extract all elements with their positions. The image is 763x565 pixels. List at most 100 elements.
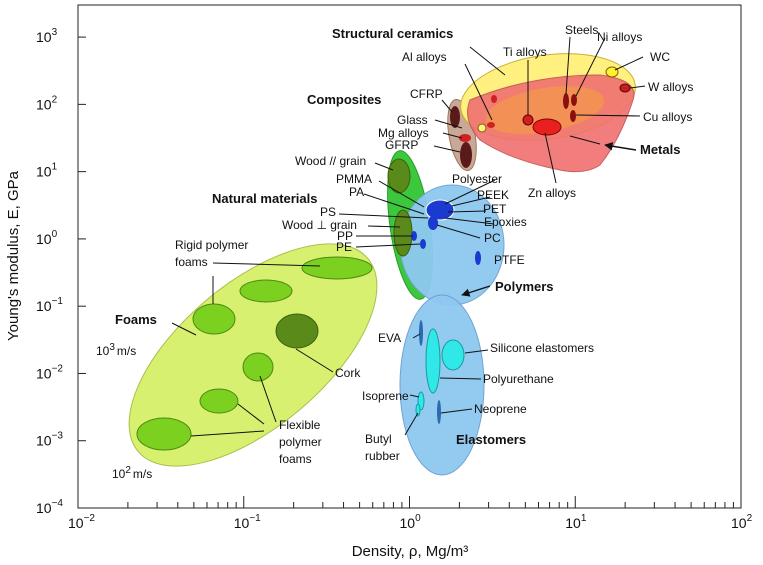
x-tick-label: 100 bbox=[400, 513, 422, 531]
y-tick-label: 101 bbox=[36, 162, 58, 180]
label-butyl: Butyl bbox=[365, 432, 392, 446]
x-ticks: 10−2 10−1 100 101 102 bbox=[68, 496, 753, 531]
label-metals: Metals bbox=[640, 142, 680, 157]
label-gfrp: GFRP bbox=[385, 138, 418, 152]
label-peek: PEEK bbox=[477, 188, 509, 202]
label-pe: PE bbox=[336, 240, 352, 254]
label-ni-alloys: Ni alloys bbox=[597, 30, 642, 44]
bubble-mg-alloys bbox=[459, 134, 471, 142]
label-mg-alloys: Mg alloys bbox=[378, 126, 429, 140]
leader-metals bbox=[604, 142, 637, 151]
guide-label-100: 102 m/s bbox=[112, 465, 152, 481]
bubble-pe bbox=[420, 239, 426, 249]
bubble-small-1 bbox=[491, 95, 497, 103]
label-epoxies: Epoxies bbox=[484, 215, 527, 229]
label-eva: EVA bbox=[378, 331, 401, 345]
bubble-eva bbox=[419, 320, 423, 346]
label-rubber: rubber bbox=[365, 449, 400, 463]
label-flexible-polymer: polymer bbox=[279, 435, 322, 449]
label-structural-ceramics: Structural ceramics bbox=[332, 26, 453, 41]
y-tick-label: 10−2 bbox=[36, 363, 63, 381]
guide-label-1000: 103 m/s bbox=[96, 342, 136, 358]
y-tick-label: 100 bbox=[36, 229, 58, 247]
label-flexible: Flexible bbox=[279, 418, 321, 432]
bubble-flexible-foams-2 bbox=[199, 388, 239, 414]
y-tick-label: 103 bbox=[36, 27, 58, 45]
y-tick-label: 102 bbox=[36, 94, 58, 112]
y-tick-label: 10−4 bbox=[36, 498, 63, 516]
material-labels: Structural ceramics Al alloys Ti alloys … bbox=[115, 23, 693, 466]
x-tick-label: 10−1 bbox=[234, 513, 261, 531]
y-ticks: 10−4 10−3 10−2 10−1 100 101 102 103 bbox=[36, 27, 86, 516]
bubble-butyl bbox=[415, 403, 421, 417]
label-composites: Composites bbox=[307, 92, 381, 107]
label-polyester: Polyester bbox=[452, 172, 502, 186]
label-ps: PS bbox=[320, 205, 336, 219]
bubble-flexible-foams-3 bbox=[136, 417, 192, 451]
bubble-cfrp bbox=[450, 106, 460, 128]
bubble-ni-alloys bbox=[571, 94, 577, 106]
label-flexible-foams: foams bbox=[279, 452, 312, 466]
bubble-steels bbox=[563, 93, 569, 109]
label-wood-perp: Wood ⊥ grain bbox=[282, 218, 357, 232]
label-silicone-elastomers: Silicone elastomers bbox=[490, 341, 594, 355]
label-foams: Foams bbox=[115, 312, 157, 327]
label-neoprene: Neoprene bbox=[474, 402, 527, 416]
y-axis-label: Young's modulus, E, GPa bbox=[5, 170, 22, 341]
label-pet: PET bbox=[483, 202, 507, 216]
x-tick-label: 10−2 bbox=[68, 513, 95, 531]
label-isoprene: Isoprene bbox=[362, 389, 409, 403]
label-pc: PC bbox=[484, 231, 501, 245]
leader-polymers bbox=[461, 285, 491, 297]
bubble-rigid-polymer-foams-2 bbox=[239, 279, 293, 303]
label-polyurethane: Polyurethane bbox=[483, 372, 554, 386]
bubble-al-alloys bbox=[487, 122, 495, 128]
label-ti-alloys: Ti alloys bbox=[503, 45, 547, 59]
bubble-polymers-cluster bbox=[425, 199, 455, 221]
bubble-gfrp bbox=[460, 142, 472, 168]
x-tick-label: 102 bbox=[731, 513, 753, 531]
bubble-zn-alloys bbox=[532, 118, 562, 136]
label-cork: Cork bbox=[335, 366, 361, 380]
label-al-alloys: Al alloys bbox=[402, 50, 447, 64]
label-steels: Steels bbox=[565, 23, 598, 37]
label-rigid-polymer: Rigid polymer bbox=[175, 238, 248, 252]
bubble-rigid-polymer-foams-3 bbox=[192, 303, 236, 335]
bubble-silicone bbox=[441, 339, 465, 371]
bubble-ti-alloys bbox=[522, 114, 534, 126]
label-zn-alloys: Zn alloys bbox=[528, 186, 576, 200]
bubble-glass bbox=[477, 123, 487, 133]
label-wood-parallel: Wood // grain bbox=[295, 154, 366, 168]
bubble-pc bbox=[428, 216, 438, 230]
label-w-alloys: W alloys bbox=[648, 80, 693, 94]
label-natural-materials: Natural materials bbox=[212, 191, 318, 206]
bubble-wc bbox=[605, 66, 619, 78]
bubble-flexible-foams-1 bbox=[242, 352, 274, 382]
label-rigid-foams: foams bbox=[175, 255, 208, 269]
label-glass: Glass bbox=[397, 113, 428, 127]
bubble-cu-alloys bbox=[570, 110, 576, 122]
label-pa: PA bbox=[349, 185, 364, 199]
label-pmma: PMMA bbox=[336, 172, 372, 186]
material-bubbles bbox=[136, 66, 631, 451]
x-axis-label: Density, ρ, Mg/m³ bbox=[352, 543, 469, 560]
x-tick-label: 101 bbox=[565, 513, 587, 531]
y-tick-label: 10−3 bbox=[36, 431, 63, 449]
label-ptfe: PTFE bbox=[494, 253, 525, 267]
label-elastomers: Elastomers bbox=[456, 432, 526, 447]
bubble-elastomers bbox=[399, 294, 485, 476]
leader-lines bbox=[171, 36, 646, 437]
bubble-w-alloys bbox=[619, 83, 631, 93]
bubble-polyurethane bbox=[425, 328, 441, 394]
bubble-neoprene bbox=[437, 400, 441, 424]
bubble-cork bbox=[275, 313, 319, 349]
label-cu-alloys: Cu alloys bbox=[643, 110, 692, 124]
bubble-pp bbox=[411, 231, 417, 241]
label-polymers: Polymers bbox=[495, 279, 554, 294]
y-tick-label: 10−1 bbox=[36, 296, 63, 314]
label-pp: PP bbox=[337, 229, 353, 243]
label-cfrp: CFRP bbox=[410, 87, 443, 101]
label-wc: WC bbox=[650, 50, 670, 64]
bubble-ptfe bbox=[475, 251, 481, 265]
